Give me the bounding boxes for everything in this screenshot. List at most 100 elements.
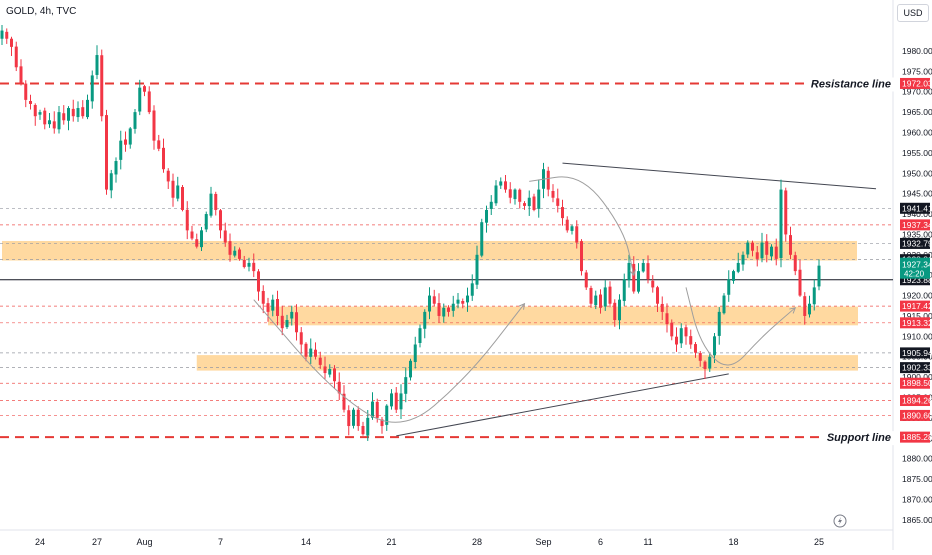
candle-body[interactable] bbox=[399, 393, 403, 410]
candle-body[interactable] bbox=[584, 272, 588, 288]
candle-body[interactable] bbox=[114, 161, 118, 175]
candle-body[interactable] bbox=[162, 147, 165, 170]
candle-body[interactable] bbox=[599, 294, 602, 308]
candle-body[interactable] bbox=[261, 290, 265, 304]
candle-body[interactable] bbox=[33, 105, 37, 117]
candle-body[interactable] bbox=[361, 426, 365, 435]
candle-body[interactable] bbox=[333, 368, 336, 382]
candle-body[interactable] bbox=[328, 368, 332, 375]
candle-body[interactable] bbox=[423, 311, 427, 329]
candle-body[interactable] bbox=[461, 301, 465, 304]
candle-body[interactable] bbox=[276, 298, 279, 316]
candle-body[interactable] bbox=[812, 287, 816, 305]
candle-body[interactable] bbox=[366, 417, 370, 436]
candle-body[interactable] bbox=[185, 209, 189, 231]
candle-body[interactable] bbox=[67, 108, 70, 121]
candle-body[interactable] bbox=[527, 197, 531, 207]
level-price-tag[interactable] bbox=[900, 347, 930, 359]
candle-body[interactable] bbox=[138, 87, 142, 112]
candle-body[interactable] bbox=[466, 295, 469, 303]
candle-body[interactable] bbox=[689, 336, 693, 345]
candle-body[interactable] bbox=[86, 99, 89, 118]
candle-body[interactable] bbox=[684, 327, 688, 337]
candle-body[interactable] bbox=[342, 393, 346, 410]
candle-body[interactable] bbox=[698, 353, 702, 361]
candle-body[interactable] bbox=[323, 366, 327, 374]
candle-body[interactable] bbox=[575, 226, 579, 243]
candle-body[interactable] bbox=[181, 187, 184, 210]
candle-body[interactable] bbox=[238, 249, 241, 259]
candle-body[interactable] bbox=[499, 181, 503, 186]
candle-body[interactable] bbox=[166, 170, 170, 182]
candle-body[interactable] bbox=[252, 262, 256, 272]
projection-arc[interactable] bbox=[685, 287, 796, 366]
candle-body[interactable] bbox=[480, 222, 484, 256]
candle-body[interactable] bbox=[128, 128, 132, 145]
candle-body[interactable] bbox=[546, 170, 550, 190]
candle-body[interactable] bbox=[736, 262, 740, 272]
candle-body[interactable] bbox=[428, 295, 431, 312]
projection-arc[interactable] bbox=[529, 176, 635, 276]
tradingview-logo-icon[interactable] bbox=[833, 514, 847, 528]
candle-body[interactable] bbox=[713, 336, 716, 356]
candle-body[interactable] bbox=[817, 265, 821, 287]
candle-body[interactable] bbox=[223, 230, 227, 243]
candle-body[interactable] bbox=[679, 328, 683, 344]
candle-body[interactable] bbox=[765, 241, 769, 255]
candle-body[interactable] bbox=[257, 271, 260, 292]
candle-body[interactable] bbox=[71, 108, 75, 117]
candle-body[interactable] bbox=[504, 181, 507, 190]
candle-body[interactable] bbox=[385, 405, 389, 425]
candle-body[interactable] bbox=[29, 101, 32, 104]
candle-body[interactable] bbox=[76, 108, 80, 118]
level-price-tag[interactable] bbox=[900, 202, 930, 214]
candle-body[interactable] bbox=[456, 299, 460, 304]
candle-body[interactable] bbox=[694, 344, 697, 353]
candle-body[interactable] bbox=[124, 139, 127, 145]
candle-body[interactable] bbox=[143, 86, 146, 92]
level-price-tag[interactable] bbox=[900, 300, 930, 312]
trendline[interactable] bbox=[562, 162, 877, 190]
candle-body[interactable] bbox=[176, 185, 180, 199]
candle-body[interactable] bbox=[271, 299, 275, 311]
candle-body[interactable] bbox=[717, 311, 721, 336]
candle-body[interactable] bbox=[413, 344, 417, 363]
candle-body[interactable] bbox=[646, 263, 650, 280]
candle-body[interactable] bbox=[489, 201, 493, 209]
candle-body[interactable] bbox=[551, 191, 555, 198]
candle-body[interactable] bbox=[90, 75, 94, 102]
candle-body[interactable] bbox=[485, 209, 488, 223]
candle-body[interactable] bbox=[100, 55, 104, 117]
candle-body[interactable] bbox=[409, 360, 412, 378]
candle-body[interactable] bbox=[603, 287, 607, 307]
candle-body[interactable] bbox=[732, 271, 735, 281]
candle-body[interactable] bbox=[247, 262, 251, 267]
candle-body[interactable] bbox=[770, 246, 773, 257]
candle-body[interactable] bbox=[119, 140, 123, 160]
level-price-tag[interactable] bbox=[900, 237, 930, 249]
candle-body[interactable] bbox=[171, 180, 175, 198]
candle-body[interactable] bbox=[632, 263, 636, 292]
candle-body[interactable] bbox=[209, 193, 213, 216]
candle-body[interactable] bbox=[38, 112, 42, 115]
candle-body[interactable] bbox=[570, 226, 574, 231]
level-price-tag[interactable] bbox=[900, 362, 930, 374]
candle-body[interactable] bbox=[57, 112, 61, 130]
level-price-tag[interactable] bbox=[900, 317, 930, 329]
candle-body[interactable] bbox=[5, 31, 9, 39]
candle-body[interactable] bbox=[580, 241, 583, 272]
candle-body[interactable] bbox=[470, 283, 474, 296]
candle-body[interactable] bbox=[751, 242, 754, 251]
candle-body[interactable] bbox=[660, 303, 664, 312]
candle-body[interactable] bbox=[200, 230, 203, 248]
candle-body[interactable] bbox=[793, 255, 797, 272]
candle-body[interactable] bbox=[219, 210, 222, 231]
candle-body[interactable] bbox=[295, 312, 298, 333]
currency-button[interactable]: USD bbox=[897, 4, 929, 22]
candle-body[interactable] bbox=[437, 303, 441, 316]
candle-body[interactable] bbox=[266, 303, 270, 312]
trendline[interactable] bbox=[396, 373, 729, 437]
candle-body[interactable] bbox=[304, 343, 308, 357]
